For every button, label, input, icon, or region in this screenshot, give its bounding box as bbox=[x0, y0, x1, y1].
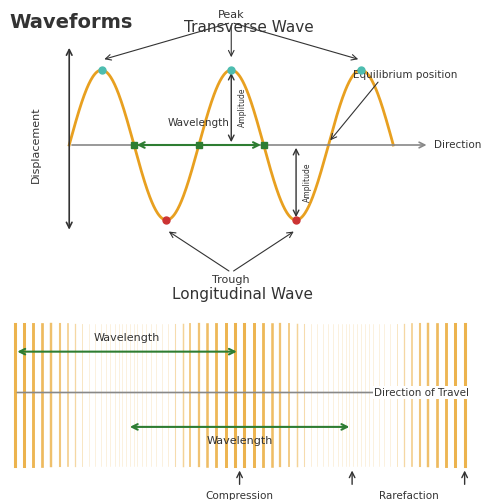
Text: Compression: Compression bbox=[206, 492, 273, 500]
Text: Displacement: Displacement bbox=[30, 106, 41, 184]
Text: Longitudinal Wave: Longitudinal Wave bbox=[171, 287, 313, 302]
Text: Equilibrium position: Equilibrium position bbox=[353, 70, 457, 80]
Text: Direction of Travel: Direction of Travel bbox=[434, 140, 484, 150]
Text: Rarefaction: Rarefaction bbox=[378, 492, 438, 500]
Text: Waveforms: Waveforms bbox=[10, 12, 133, 32]
Text: Amplitude: Amplitude bbox=[238, 88, 247, 127]
Text: Peak: Peak bbox=[218, 10, 244, 20]
Text: Wavelength: Wavelength bbox=[94, 333, 160, 343]
Text: Wavelength: Wavelength bbox=[168, 118, 230, 128]
Text: Trough: Trough bbox=[212, 275, 250, 285]
Text: Amplitude: Amplitude bbox=[303, 163, 312, 202]
Text: Wavelength: Wavelength bbox=[206, 436, 273, 446]
Text: Transverse Wave: Transverse Wave bbox=[184, 20, 314, 35]
Text: Direction of Travel: Direction of Travel bbox=[375, 388, 469, 398]
